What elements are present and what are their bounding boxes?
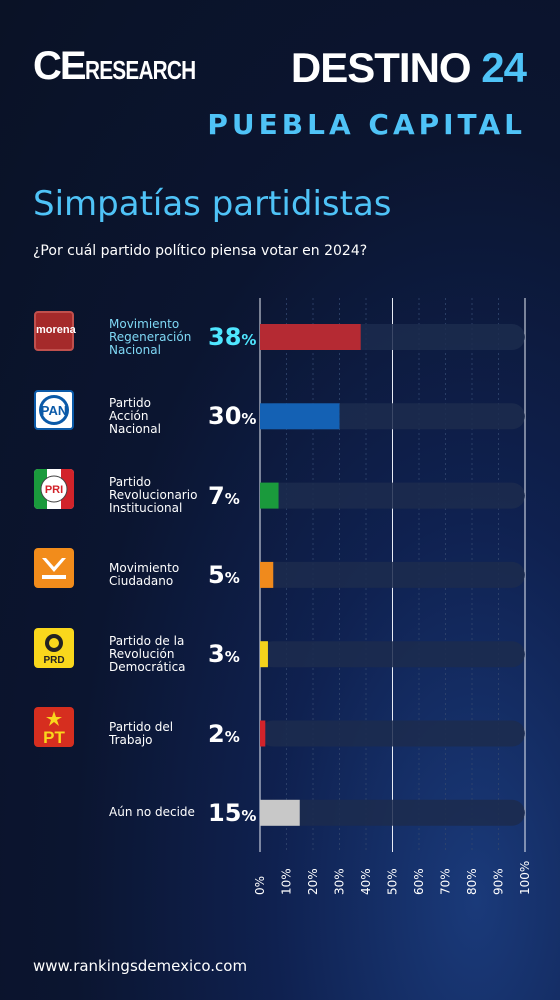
x-tick-label: 40%	[359, 868, 373, 895]
category-label-line: Ciudadano	[109, 573, 174, 588]
bar	[260, 641, 268, 668]
value-label: 15%	[208, 799, 256, 827]
chart-subtitle: ¿Por cuál partido político piensa votar …	[33, 243, 368, 259]
value-unit: %	[224, 727, 240, 746]
category-label-line: Nacional	[109, 342, 161, 357]
category-label: Movimiento Ciudadano	[109, 560, 209, 588]
category-label-line: Nacional	[109, 421, 161, 436]
category-label-line: Partido	[109, 475, 151, 490]
brand-left-b: RESEARCH	[84, 55, 196, 85]
pan-logo-icon: PAN	[34, 390, 74, 430]
pan-logo-svg: PAN	[39, 395, 69, 425]
x-tick-label: 10%	[280, 868, 294, 895]
footer-url: www.rankingsdemexico.com	[33, 957, 248, 975]
category-label-line: Revolución	[109, 646, 175, 661]
morena-logo-text: morena	[36, 324, 76, 336]
prd-logo-svg: PRD	[43, 634, 65, 666]
brand-right-word: DESTINO	[290, 44, 472, 91]
bar-track	[260, 482, 525, 509]
x-tick-label: 20%	[306, 868, 320, 895]
category-label-line: Democrática	[109, 659, 186, 674]
x-tick-label: 30%	[333, 868, 347, 895]
category-label-line: Partido	[109, 395, 151, 410]
brand-logo-left: CERESEARCH	[33, 44, 223, 89]
pri-logo-svg: PRI	[34, 469, 74, 509]
bar-track	[260, 720, 525, 747]
category-label: Partido de la Revolución Democrática	[109, 633, 209, 674]
category-label: Partido del Trabajo	[109, 719, 209, 747]
category-label-line: Movimiento	[109, 560, 180, 575]
value-label: 38%	[208, 323, 256, 351]
value-number: 3	[208, 640, 225, 669]
x-tick-label: 70%	[439, 868, 453, 895]
category-label-line: Trabajo	[109, 732, 153, 747]
value-number: 15	[208, 798, 242, 827]
pt-logo-svg: PT	[43, 711, 65, 747]
category-label-line: Regeneración	[109, 329, 192, 344]
value-label: 30%	[208, 402, 256, 430]
category-label-line: Institucional	[109, 501, 183, 516]
bar	[260, 324, 361, 350]
chart-title: Simpatías partidistas	[33, 184, 392, 224]
prd-logo-icon: PRD	[34, 628, 74, 668]
value-unit: %	[241, 806, 257, 825]
mc-logo-icon	[34, 548, 74, 588]
mc-logo-svg	[42, 558, 66, 579]
x-tick-label: 100%	[518, 861, 532, 895]
bar-track	[260, 561, 525, 588]
brand-left-a: CE	[33, 44, 87, 88]
value-number: 30	[208, 402, 242, 431]
x-tick-label: 80%	[465, 868, 479, 895]
morena-logo-icon: morena	[34, 311, 76, 351]
pri-logo-text: PRI	[45, 484, 63, 496]
category-label-line: Revolucionario	[109, 488, 198, 503]
x-tick-label: 60%	[412, 868, 426, 895]
bar	[260, 482, 279, 509]
category-label-line: Partido del	[109, 719, 174, 734]
bar	[260, 561, 274, 588]
region-title: PUEBLA CAPITAL	[207, 108, 526, 141]
value-unit: %	[224, 648, 240, 667]
category-label: Partido Revolucionario Institucional	[109, 476, 209, 515]
pan-logo-text: PAN	[41, 403, 67, 418]
category-label: Partido Acción Nacional	[109, 395, 209, 436]
value-unit: %	[224, 489, 240, 508]
x-tick-label: 0%	[253, 876, 267, 895]
brand-logo-right: DESTINO 24	[290, 44, 527, 92]
bar	[260, 720, 266, 747]
value-label: 7%	[208, 482, 240, 510]
category-label: Movimiento Regeneración Nacional	[109, 316, 209, 357]
bar	[260, 799, 300, 826]
brand-right-num: 24	[481, 44, 527, 91]
value-number: 5	[208, 560, 225, 589]
bar-track	[260, 641, 525, 668]
bar-track	[260, 799, 525, 826]
category-label: Aún no decide	[109, 806, 209, 819]
category-label-line: Aún no decide	[109, 805, 195, 820]
prd-logo-text: PRD	[43, 655, 64, 666]
pt-logo-icon: PT	[34, 707, 74, 747]
value-label: 3%	[208, 640, 240, 668]
value-unit: %	[224, 568, 240, 587]
pt-logo-text: PT	[43, 728, 65, 747]
value-unit: %	[241, 410, 257, 429]
bar	[260, 403, 340, 430]
pri-logo-icon: PRI	[34, 469, 74, 509]
value-label: 2%	[208, 720, 240, 748]
category-label-line: Acción	[109, 408, 149, 423]
category-label-line: Movimiento	[109, 316, 180, 331]
value-label: 5%	[208, 561, 240, 589]
value-unit: %	[241, 331, 257, 349]
x-tick-label: 50%	[386, 868, 400, 895]
value-number: 2	[208, 719, 225, 748]
value-number: 7	[208, 481, 225, 510]
category-label-line: Partido de la	[109, 633, 185, 648]
x-tick-label: 90%	[492, 868, 506, 895]
value-number: 38	[208, 323, 242, 351]
